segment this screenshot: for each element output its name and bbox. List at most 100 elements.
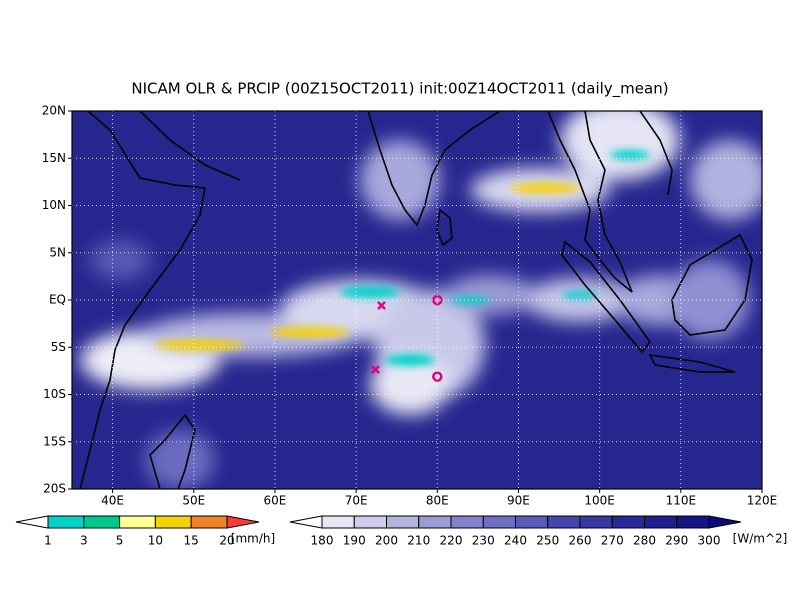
colorbar-label: 290 — [665, 534, 688, 548]
lon-label: 40E — [101, 494, 124, 508]
colorbar-box — [386, 515, 420, 529]
lon-label: 110E — [666, 494, 697, 508]
coastline — [436, 208, 453, 247]
lat-label: 10N — [42, 198, 66, 212]
coastlines — [79, 111, 753, 489]
colorbar-unit: [mm/h] — [231, 532, 275, 546]
olr-legend: 180 190 200 210 220 230 240 250 260 270 280 290 300 [… — [289, 515, 788, 548]
cloud — [690, 140, 762, 220]
lon-label: 70E — [345, 494, 368, 508]
colorbar-arrow — [226, 515, 260, 529]
colorbar-label: 200 — [375, 534, 398, 548]
colorbar-arrow — [15, 515, 49, 529]
cross-marker — [377, 301, 386, 310]
coastline — [79, 111, 206, 489]
legends: 1 3 5 10 15 20[mm/h] 180 190 200 210 220 230 240 250 2… — [15, 515, 788, 548]
colorbar-label: 15 — [184, 534, 199, 548]
circle-marker — [432, 371, 443, 382]
colorbar-label: 210 — [407, 534, 430, 548]
colorbar-box — [190, 515, 228, 529]
precip — [340, 286, 400, 298]
coastline — [648, 353, 736, 373]
lon-label: 120E — [747, 494, 778, 508]
colorbar-box — [450, 515, 484, 529]
cloud — [445, 275, 535, 315]
lat-label: EQ — [49, 293, 66, 307]
colorbar-box — [482, 515, 516, 529]
cloud — [145, 430, 215, 489]
axes: 20N 15N 10N 5N EQ 5S 10S 15S 20S 40E 50E 60E 70E 80E 9… — [42, 104, 778, 508]
colorbar-label: 1 — [44, 534, 52, 548]
map-title: NICAM OLR & PRCIP (00Z15OCT2011) init:00… — [131, 80, 668, 99]
lon-label: 60E — [264, 494, 287, 508]
precip — [610, 150, 650, 160]
cloud — [560, 111, 680, 180]
cross-marker — [371, 365, 380, 374]
lon-label: 100E — [584, 494, 615, 508]
colorbar-box — [644, 515, 678, 529]
precip — [270, 327, 350, 337]
colorbar-label: 3 — [80, 534, 88, 548]
colorbar-box — [611, 515, 645, 529]
colorbar-box — [418, 515, 452, 529]
colorbar-label: 260 — [569, 534, 592, 548]
precip — [562, 291, 598, 299]
colorbar-label: 250 — [536, 534, 559, 548]
lat-label: 5N — [49, 245, 66, 259]
colorbar-box — [676, 515, 710, 529]
precip-field — [155, 150, 650, 366]
lat-label: 20N — [42, 104, 66, 118]
colorbar-label: 280 — [633, 534, 656, 548]
colorbar-label: 300 — [698, 534, 721, 548]
map-area — [72, 111, 762, 489]
colorbar-label: 190 — [343, 534, 366, 548]
coastline — [149, 413, 196, 489]
lon-label: 80E — [426, 494, 449, 508]
colorbar-label: 240 — [504, 534, 527, 548]
colorbar-label: 20 — [219, 534, 234, 548]
colorbar-arrow — [708, 515, 742, 529]
colorbar-unit: [W/m^2] — [733, 532, 788, 546]
cloud-field — [80, 111, 762, 489]
colorbar-box — [119, 515, 156, 529]
cloud — [360, 140, 440, 220]
precip-legend: 1 3 5 10 15 20[mm/h] — [15, 515, 275, 548]
colorbar-box — [83, 515, 121, 529]
colorbar-box — [154, 515, 192, 529]
colorbar-arrow — [289, 515, 323, 529]
coastline — [547, 111, 633, 293]
precip — [385, 354, 435, 366]
colorbar-box — [547, 515, 581, 529]
coastline — [639, 111, 673, 196]
lat-label: 5S — [51, 340, 66, 354]
grid — [72, 111, 762, 489]
colorbar-box — [515, 515, 549, 529]
coastline — [671, 233, 753, 336]
colorbar-label: 230 — [472, 534, 495, 548]
lon-label: 50E — [182, 494, 205, 508]
precip — [450, 296, 490, 304]
colorbar-box — [321, 515, 355, 529]
coastline — [367, 111, 501, 227]
colorbar-box — [353, 515, 387, 529]
lat-label: 15N — [42, 151, 66, 165]
cloud — [90, 240, 150, 280]
lon-label: 90E — [507, 494, 530, 508]
lat-label: 20S — [43, 482, 66, 496]
colorbar-label: 5 — [116, 534, 124, 548]
colorbar-box — [579, 515, 613, 529]
cloud — [670, 260, 750, 340]
cloud — [370, 355, 450, 415]
colorbar-box — [47, 515, 85, 529]
lat-label: 10S — [43, 387, 66, 401]
precip — [510, 183, 580, 193]
precip — [155, 340, 245, 350]
lat-label: 15S — [43, 434, 66, 448]
colorbar-label: 180 — [311, 534, 334, 548]
coastline — [561, 240, 652, 354]
colorbar-label: 10 — [148, 534, 163, 548]
coastline — [139, 111, 241, 181]
colorbar-label: 270 — [601, 534, 624, 548]
